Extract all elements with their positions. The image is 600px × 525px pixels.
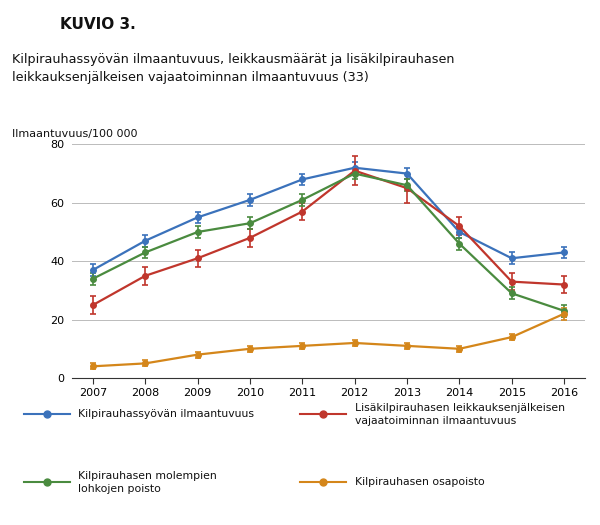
Text: Kilpirauhassyövän ilmaantuvuus: Kilpirauhassyövän ilmaantuvuus	[78, 410, 254, 419]
Text: KUVIO 3.: KUVIO 3.	[60, 17, 136, 33]
Text: Kilpirauhassyövän ilmaantuvuus, leikkausmäärät ja lisäkilpirauhasen
leikkauksenj: Kilpirauhassyövän ilmaantuvuus, leikkaus…	[12, 52, 455, 83]
Text: Ilmaantuvuus/100 000: Ilmaantuvuus/100 000	[12, 129, 137, 139]
Text: Lisäkilpirauhasen leikkauksenjälkeisen
vajaatoiminnan ilmaantuvuus: Lisäkilpirauhasen leikkauksenjälkeisen v…	[355, 403, 565, 426]
Text: Kilpirauhasen osapoisto: Kilpirauhasen osapoisto	[355, 477, 484, 488]
Text: Kilpirauhasen molempien
lohkojen poisto: Kilpirauhasen molempien lohkojen poisto	[78, 471, 217, 494]
